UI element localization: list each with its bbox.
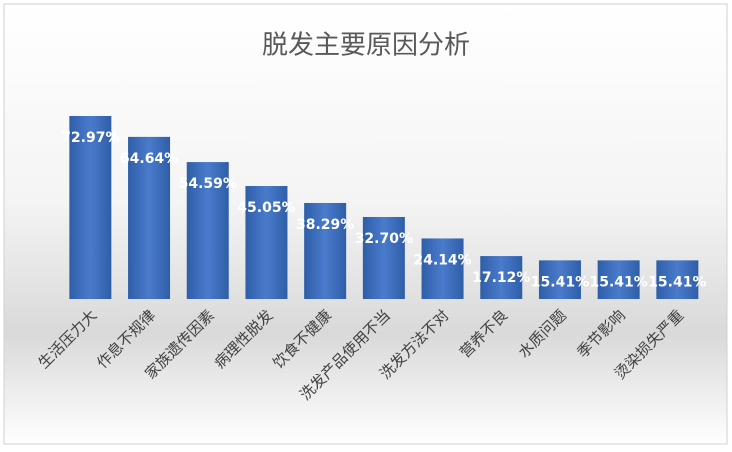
bar [245, 186, 288, 299]
data-label: 15.41% [648, 274, 706, 290]
data-label: 32.70% [355, 231, 413, 247]
data-label: 17.12% [472, 270, 530, 286]
bar [304, 202, 347, 299]
data-label: 72.97% [61, 130, 119, 146]
bar [421, 238, 464, 299]
bar [597, 260, 640, 299]
bar [186, 162, 229, 299]
data-label: 54.59% [179, 176, 237, 192]
bar [69, 115, 112, 299]
chart-title: 脱发主要原因分析 [262, 31, 470, 61]
data-label: 24.14% [413, 252, 471, 268]
data-label: 38.29% [296, 217, 354, 233]
bar [362, 216, 405, 299]
bar [128, 136, 171, 299]
bar [480, 256, 523, 299]
bar [656, 260, 699, 299]
data-label: 64.64% [120, 151, 178, 167]
data-label: 15.41% [589, 274, 647, 290]
data-label: 15.41% [531, 274, 589, 290]
bar [538, 260, 581, 299]
data-label: 45.05% [237, 200, 295, 216]
